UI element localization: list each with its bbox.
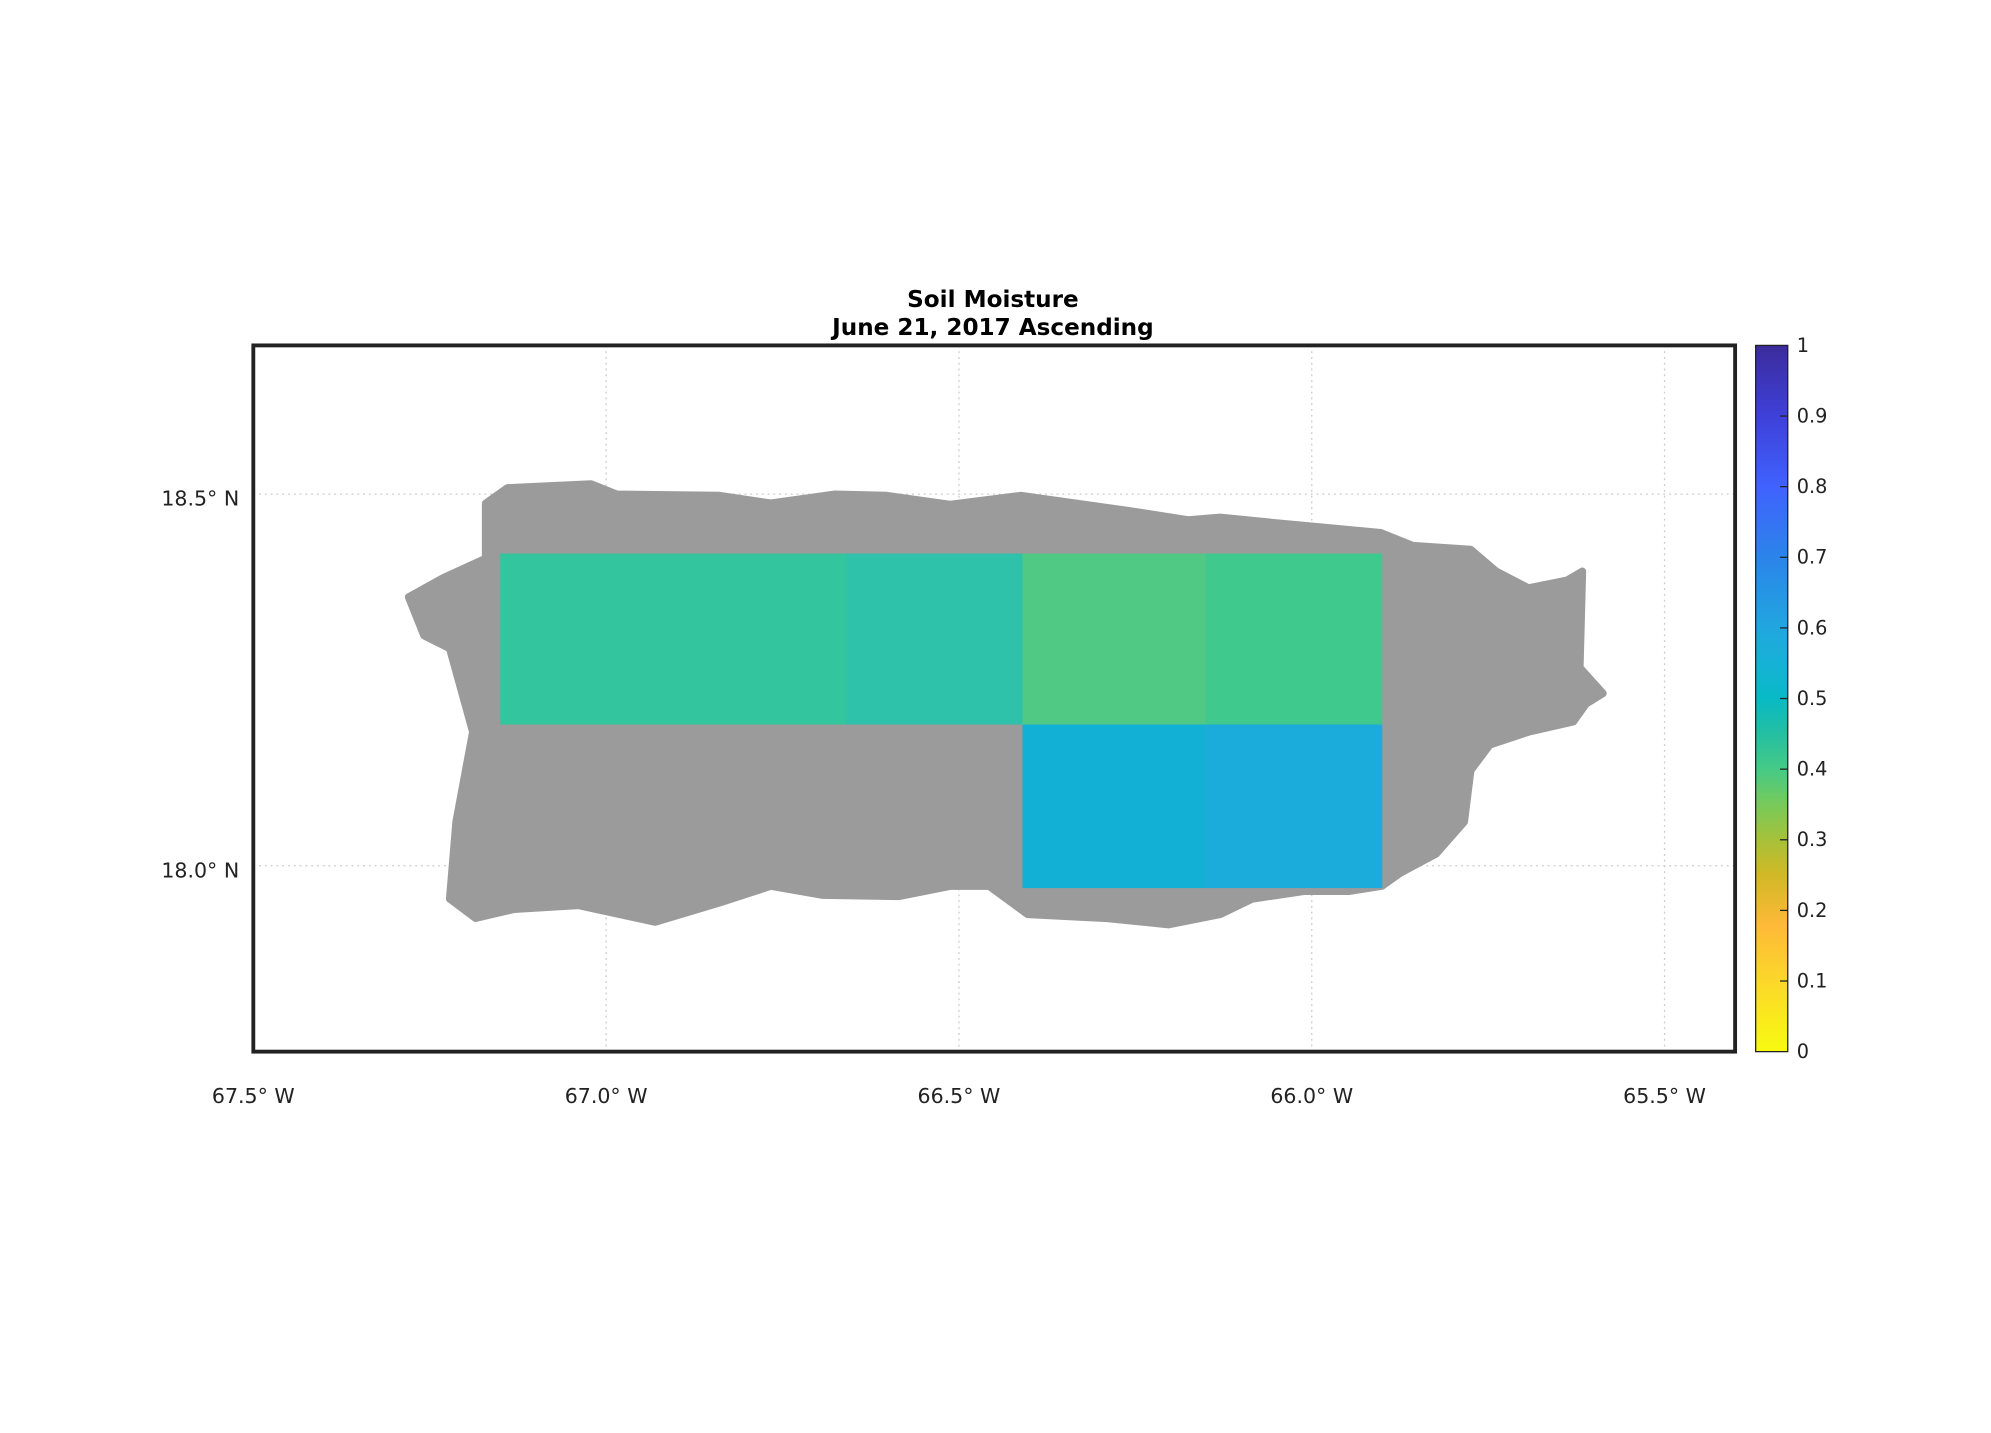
colorbar-tick-label: 0.6 — [1797, 616, 1828, 639]
colorbar-tick-label: 0.4 — [1797, 758, 1828, 781]
colorbar-tick-label: 0.2 — [1797, 899, 1828, 922]
soil-moisture-cell — [1205, 724, 1383, 889]
y-axis-ticks: 18.5° N 18.0° N — [161, 487, 239, 883]
colorbar-tick-label: 1 — [1797, 334, 1809, 357]
data-cells — [500, 553, 1383, 889]
soil-moisture-cell — [1022, 724, 1206, 889]
chart-subtitle: June 21, 2017 Ascending — [830, 315, 1154, 341]
colorbar: 0 0.1 0.2 0.3 0.4 0.5 0.6 0.7 0.8 0.9 1 — [1755, 334, 1828, 1063]
y-tick-label: 18.5° N — [161, 487, 239, 511]
x-axis-ticks: 67.5° W 67.0° W 66.5° W 66.0° W 65.5° W — [212, 1084, 1706, 1108]
soil-moisture-cell — [1022, 553, 1206, 725]
colorbar-tick-label: 0 — [1797, 1040, 1809, 1063]
x-tick-label: 67.0° W — [565, 1084, 648, 1108]
chart-title: Soil Moisture — [907, 287, 1079, 313]
colorbar-tick-label: 0.3 — [1797, 828, 1828, 851]
soil-moisture-cell — [846, 553, 1023, 725]
plot-frame — [251, 343, 1738, 1054]
colorbar-tick-label: 0.9 — [1797, 404, 1828, 427]
colorbar-tick-label: 0.5 — [1797, 687, 1828, 710]
x-tick-label: 67.5° W — [212, 1084, 295, 1108]
x-tick-label: 66.0° W — [1270, 1084, 1353, 1108]
x-tick-label: 66.5° W — [918, 1084, 1001, 1108]
y-tick-label: 18.0° N — [161, 858, 239, 882]
colorbar-tick-label: 0.8 — [1797, 475, 1828, 498]
colorbar-tick-label: 0.7 — [1797, 546, 1828, 569]
x-tick-label: 65.5° W — [1623, 1084, 1706, 1108]
soil-moisture-cell — [500, 553, 847, 725]
colorbar-tick-label: 0.1 — [1797, 969, 1828, 992]
soil-moisture-cell — [1205, 553, 1383, 725]
